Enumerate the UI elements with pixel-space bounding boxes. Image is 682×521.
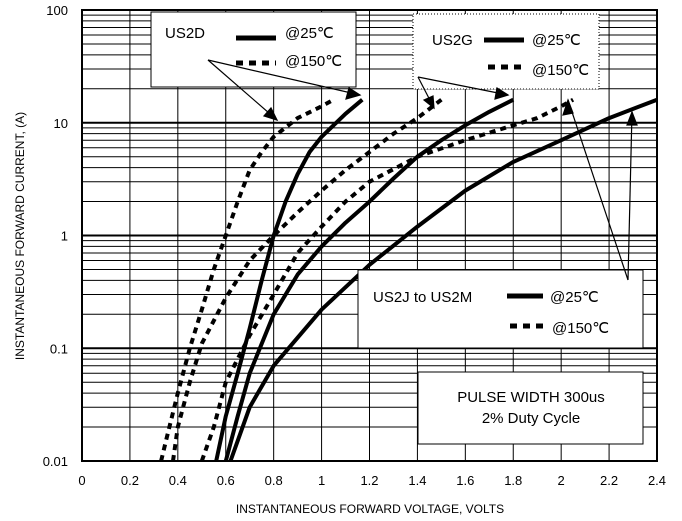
y-tick-label-4: 100 — [46, 3, 68, 18]
x-tick-label-4: 0.8 — [265, 473, 283, 488]
x-tick-labels: 0 0.2 0.4 0.6 0.8 1 1.2 1.4 1.6 1.8 2 2.2 2.4 — [78, 473, 666, 488]
x-tick-label-8: 1.6 — [456, 473, 474, 488]
legend-us2j-150-label: @150℃ — [552, 320, 609, 337]
y-tick-label-1: 0.1 — [50, 341, 68, 356]
y-tick-labels: 0.01 0.1 1 10 100 — [43, 3, 68, 469]
series-us2j-to-us2m-25c — [228, 97, 658, 462]
legend-us2g-box — [412, 13, 600, 90]
x-tick-label-0: 0 — [78, 473, 85, 488]
series-us2j-to-us2m-150c — [199, 97, 575, 462]
series-us2g-25c — [223, 97, 515, 462]
y-tick-label-0: 0.01 — [43, 454, 68, 469]
series-us2d-150c — [159, 97, 335, 462]
x-tick-label-10: 2 — [558, 473, 565, 488]
arrowhead-us2g-1 — [422, 95, 435, 110]
series-us2d-25c — [214, 98, 364, 462]
arrow-us2g-2 — [417, 76, 509, 96]
x-tick-label-3: 0.6 — [217, 473, 235, 488]
arrowhead-us2j-1 — [562, 98, 574, 116]
legend-us2g-25-label: @25℃ — [532, 32, 581, 49]
legend-us2d-title: US2D — [165, 25, 205, 42]
arrowhead-us2g-2 — [494, 87, 510, 100]
x-tick-label-1: 0.2 — [121, 473, 139, 488]
arrowhead-us2d-2 — [345, 87, 362, 100]
arrowhead-us2j-2 — [626, 110, 638, 126]
legend-us2g: US2G @25℃ @150℃ — [412, 13, 600, 90]
arrow-us2d-1 — [207, 59, 278, 121]
legend-us2j-box — [357, 269, 644, 349]
x-tick-label-7: 1.4 — [408, 473, 426, 488]
callout-arrows — [207, 59, 638, 281]
pulse-note-box — [417, 371, 644, 445]
pulse-note: PULSE WIDTH 300us 2% Duty Cycle — [417, 371, 644, 445]
x-tick-label-12: 2.4 — [648, 473, 666, 488]
y-tick-label-3: 10 — [54, 116, 68, 131]
arrow-us2d-2 — [207, 59, 361, 96]
arrow-us2j-1 — [567, 99, 629, 281]
legend-us2j-title: US2J to US2M — [373, 289, 472, 306]
arrow-us2j-2 — [627, 111, 633, 281]
y-tick-label-2: 1 — [61, 229, 68, 244]
x-tick-label-6: 1.2 — [360, 473, 378, 488]
legend-us2d-150-label: @150℃ — [285, 53, 342, 70]
x-tick-label-11: 2.2 — [600, 473, 618, 488]
plot-frame — [81, 9, 658, 462]
legend-us2g-title: US2G — [432, 32, 473, 49]
legend-us2g-150-label: @150℃ — [532, 62, 589, 79]
legend-us2d-box — [150, 11, 357, 88]
legend-us2j-us2m: US2J to US2M @25℃ @150℃ — [357, 269, 644, 349]
legend-us2d-25-label: @25℃ — [285, 25, 334, 42]
series-us2g-150c — [171, 98, 443, 462]
arrowhead-us2d-1 — [262, 106, 279, 121]
x-tick-label-5: 1 — [318, 473, 325, 488]
pulse-note-line2: 2% Duty Cycle — [482, 410, 580, 427]
y-axis-title: INSTANTANEOUS FORWARD CURRENT, (A) — [13, 112, 27, 360]
x-axis-title: INSTANTANEOUS FORWARD VOLTAGE, VOLTS — [236, 502, 504, 516]
curve-series — [159, 97, 658, 462]
x-tick-label-2: 0.4 — [169, 473, 187, 488]
pulse-note-line1: PULSE WIDTH 300us — [457, 389, 605, 406]
legend-us2j-25-label: @25℃ — [550, 289, 599, 306]
x-tick-label-9: 1.8 — [504, 473, 522, 488]
legend-us2d: US2D @25℃ @150℃ — [150, 11, 357, 88]
